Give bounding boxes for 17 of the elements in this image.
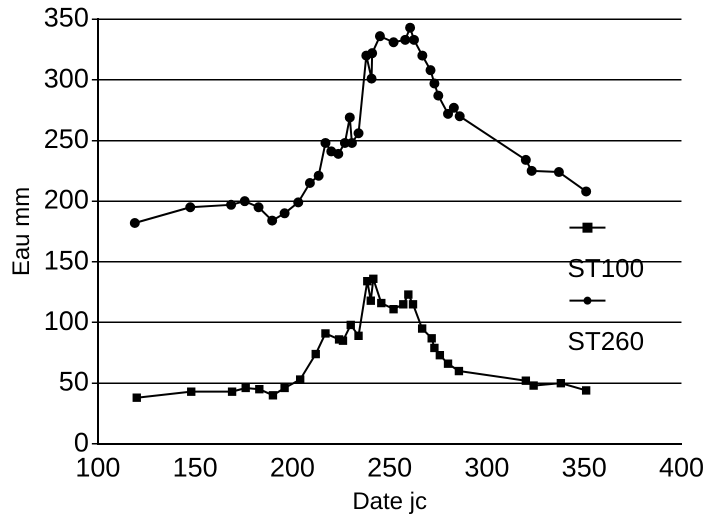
x-tick-label: 250: [367, 452, 412, 482]
y-axis-title: Eau mm: [8, 186, 36, 276]
x-tick-label: 350: [562, 452, 607, 482]
y-tick-label: 0: [74, 427, 89, 458]
y-tick-label: 350: [44, 2, 89, 33]
x-axis-title: Date jc: [352, 488, 428, 516]
y-tick-label: 100: [44, 306, 89, 336]
x-tick-label: 400: [658, 452, 704, 482]
x-tick-label: 150: [172, 452, 218, 482]
y-tick-label: 250: [44, 124, 89, 154]
legend-label: ST260: [567, 326, 644, 356]
x-tick-label: 300: [464, 452, 510, 482]
x-tick-label: 200: [270, 452, 315, 482]
y-tick-label: 300: [44, 63, 89, 94]
y-tick-label: 200: [44, 184, 89, 215]
y-tick-label: 150: [44, 245, 89, 276]
y-tick-label: 50: [58, 366, 89, 397]
